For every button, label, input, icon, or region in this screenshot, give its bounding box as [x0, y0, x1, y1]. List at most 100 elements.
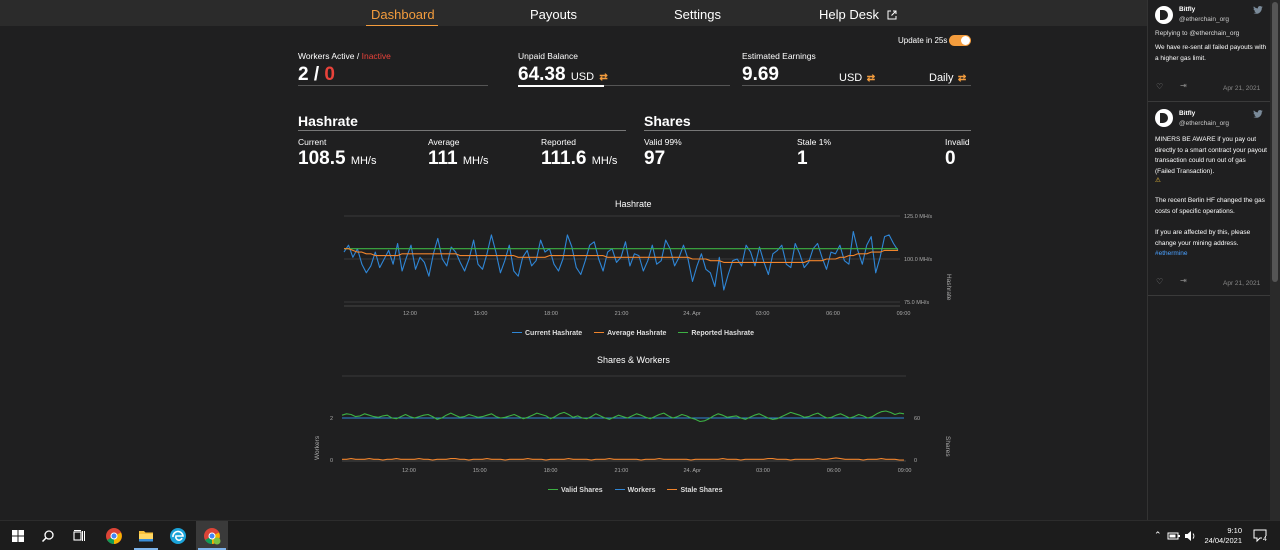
nav-help-desk-label: Help Desk	[819, 7, 879, 22]
bitfly-avatar[interactable]	[1155, 109, 1173, 127]
x-tick-label: 18:00	[544, 311, 558, 317]
tweet-hashtag-link[interactable]: #ethermine	[1155, 250, 1188, 257]
unpaid-balance-value: 64.38 USD ⇄	[518, 64, 608, 86]
current-hashrate-unit: MH/s	[350, 155, 377, 167]
legend-item[interactable]: Valid Shares	[548, 487, 603, 494]
chevron-up-icon[interactable]: ⌃	[1154, 530, 1162, 540]
y-axis-label-right: Shares	[944, 436, 951, 457]
reported-hashrate-number: 111.6	[541, 148, 587, 169]
nav-help-desk[interactable]: Help Desk	[819, 8, 897, 22]
like-heart-icon[interactable]: ♡	[1156, 277, 1164, 286]
legend-label: Workers	[627, 487, 656, 494]
tweet-reply-to[interactable]: Replying to @etherchain_org	[1155, 30, 1240, 37]
workers-inactive-label: Inactive	[361, 51, 391, 61]
unpaid-balance-label: Unpaid Balance	[518, 51, 579, 61]
twitter-bird-icon[interactable]	[1253, 110, 1263, 118]
tweet[interactable]: Bitfly @etherchain_org MINERS BE AWARE i…	[1148, 103, 1270, 296]
legend-item[interactable]: Workers	[614, 487, 656, 494]
legend-swatch	[678, 331, 689, 333]
legend-label: Stale Shares	[680, 487, 723, 494]
currency-swap-icon[interactable]: ⇄	[599, 72, 608, 83]
average-hashrate-number: 111	[428, 148, 458, 169]
twitter-bird-icon[interactable]	[1253, 6, 1263, 14]
x-tick-label: 15:00	[473, 468, 487, 474]
taskbar-clock[interactable]: 9:10 24/04/2021	[1198, 526, 1242, 546]
task-view-icon[interactable]	[70, 527, 88, 545]
edge-icon[interactable]	[169, 527, 187, 545]
x-tick-label: 24. Apr	[683, 468, 701, 474]
scrollbar[interactable]	[1270, 0, 1280, 520]
current-hashrate-label: Current	[298, 137, 327, 147]
workers-inactive-count: 0	[324, 64, 335, 85]
x-tick-label: 12:00	[403, 311, 417, 317]
tweet-author-handle[interactable]: @etherchain_org	[1179, 120, 1229, 127]
currency-swap-icon[interactable]: ⇄	[866, 73, 876, 84]
legend-item[interactable]: Current Hashrate	[512, 330, 582, 337]
running-indicator	[198, 548, 226, 550]
tweet[interactable]: Bitfly @etherchain_org Replying to @ethe…	[1148, 0, 1270, 102]
hashrate-section-title: Hashrate	[298, 113, 358, 129]
legend-swatch	[614, 488, 625, 490]
stale-shares-label: Stale 1%	[797, 137, 832, 147]
toggle-knob	[961, 36, 970, 45]
search-icon[interactable]	[39, 527, 57, 545]
current-hashrate-number: 108.5	[298, 148, 346, 169]
tweet-author-name[interactable]: Bitfly	[1179, 110, 1196, 117]
auto-update-toggle[interactable]	[949, 35, 971, 46]
like-heart-icon[interactable]: ♡	[1156, 82, 1164, 91]
divider	[298, 130, 626, 131]
average-hashrate-value: 111 MH/s	[428, 148, 489, 170]
x-tick-label: 21:00	[615, 311, 629, 317]
y-tick-label: 125.0 MH/s	[904, 214, 932, 220]
tweet-text: MINERS BE AWARE if you pay out directly …	[1155, 136, 1267, 175]
hashrate-chart-legend: Current Hashrate Average Hashrate Report…	[512, 330, 764, 337]
legend-label: Reported Hashrate	[691, 330, 755, 337]
x-tick-label: 15:00	[474, 311, 488, 317]
legend-item[interactable]: Stale Shares	[667, 487, 722, 494]
period-swap-icon[interactable]: ⇄	[957, 73, 967, 84]
tweet-date[interactable]: Apr 21, 2021	[1223, 85, 1261, 92]
workers-label: Workers Active / Inactive	[298, 51, 391, 61]
share-icon[interactable]: ⇥	[1180, 81, 1187, 90]
hashrate-chart-title: Hashrate	[615, 199, 652, 209]
nav-payouts[interactable]: Payouts	[530, 7, 577, 22]
nav-dashboard[interactable]: Dashboard	[371, 7, 435, 22]
unpaid-progress	[518, 85, 604, 87]
windows-taskbar: ⌃ 9:10 24/04/2021 4	[0, 520, 1280, 550]
chrome-icon[interactable]	[105, 527, 123, 545]
shares-workers-chart: 2 0 60 0 Workers Shares 12:00 15:00 18:00 21:00 24…	[314, 375, 951, 474]
tweet-author-name[interactable]: Bitfly	[1179, 6, 1196, 13]
twitter-feed-panel	[1147, 0, 1270, 520]
legend-label: Valid Shares	[561, 487, 603, 494]
battery-icon[interactable]	[1167, 529, 1181, 543]
nav-settings[interactable]: Settings	[674, 7, 721, 22]
running-indicator	[134, 548, 158, 550]
tweet-author-handle[interactable]: @etherchain_org	[1179, 16, 1229, 23]
x-tick-label: 03:00	[756, 311, 770, 317]
tweet-text: If you are affected by this, please chan…	[1155, 229, 1251, 247]
earnings-period-label: Daily	[929, 72, 954, 84]
file-explorer-icon[interactable]	[137, 527, 155, 545]
chrome-profile-icon[interactable]	[203, 527, 221, 545]
invalid-shares-label: Invalid	[945, 137, 970, 147]
earnings-period[interactable]: Daily ⇄	[929, 68, 966, 86]
scrollbar-thumb[interactable]	[1272, 2, 1278, 282]
divider	[644, 130, 971, 131]
valid-shares-label: Valid 99%	[644, 137, 682, 147]
unpaid-balance-amount: 64.38	[518, 64, 566, 85]
windows-start-icon[interactable]	[9, 527, 27, 545]
notification-center-icon[interactable]	[1252, 527, 1268, 543]
bitfly-avatar[interactable]	[1155, 6, 1173, 24]
x-tick-label: 18:00	[544, 468, 558, 474]
notification-count: 4	[1262, 536, 1268, 543]
valid-shares-line	[341, 410, 905, 423]
valid-shares-value: 97	[644, 148, 666, 169]
volume-icon[interactable]	[1183, 529, 1197, 543]
tweet-date[interactable]: Apr 21, 2021	[1223, 280, 1261, 287]
legend-item[interactable]: Average Hashrate	[594, 330, 666, 337]
x-tick-label: 24. Apr	[683, 311, 701, 317]
average-hashrate-label: Average	[428, 137, 460, 147]
legend-item[interactable]: Reported Hashrate	[678, 330, 754, 337]
y-tick-label: 75.0 MH/s	[904, 300, 929, 306]
share-icon[interactable]: ⇥	[1180, 276, 1187, 285]
